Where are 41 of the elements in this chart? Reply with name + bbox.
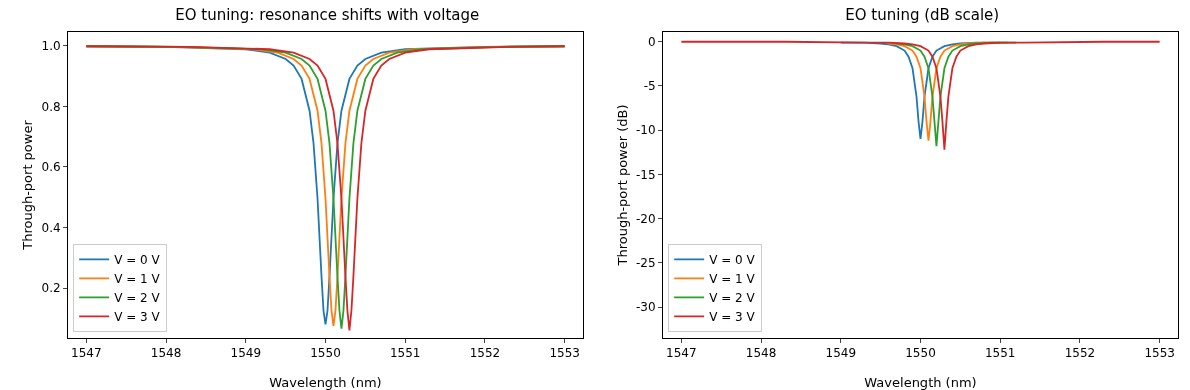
x-tick-label: 1552 xyxy=(1064,346,1096,361)
x-tick-label: 1550 xyxy=(310,346,341,361)
legend-label: V = 0 V xyxy=(114,253,161,268)
x-tick-label: 1551 xyxy=(984,346,1016,361)
y-tick-label: -20 xyxy=(635,211,656,226)
x-tick-label: 1549 xyxy=(825,346,857,361)
y-tick-label: 0.8 xyxy=(41,99,61,114)
y-tick-label: -25 xyxy=(635,256,656,271)
x-tick-label: 1548 xyxy=(150,346,182,361)
legend-label: V = 2 V xyxy=(709,291,756,306)
x-axis-title: Wavelength (nm) xyxy=(864,375,977,390)
y-tick-label: -15 xyxy=(635,167,656,182)
y-tick-label: 0.2 xyxy=(41,281,61,296)
legend-label: V = 3 V xyxy=(114,310,161,325)
y-tick-label: -10 xyxy=(635,123,656,138)
y-tick-label: 0.4 xyxy=(41,220,61,235)
x-tick-label: 1553 xyxy=(1144,346,1175,361)
x-tick-label: 1552 xyxy=(469,346,501,361)
x-tick-label: 1547 xyxy=(666,346,697,361)
x-tick-label: 1550 xyxy=(905,346,936,361)
legend-label: V = 3 V xyxy=(709,310,756,325)
x-tick-label: 1549 xyxy=(230,346,262,361)
legend-label: V = 1 V xyxy=(114,272,161,287)
legend-label: V = 1 V xyxy=(709,272,756,287)
y-tick-label: 1.0 xyxy=(41,39,61,54)
line-series xyxy=(680,40,1161,151)
legend-label: V = 2 V xyxy=(114,291,161,306)
y-tick-label: -5 xyxy=(643,79,656,94)
x-tick-label: 1547 xyxy=(71,346,102,361)
x-tick-label: 1553 xyxy=(549,346,580,361)
x-tick-label: 1548 xyxy=(745,346,777,361)
legend-label: V = 0 V xyxy=(709,253,756,268)
y-tick-label: 0 xyxy=(647,34,656,49)
x-tick-label: 1551 xyxy=(389,346,421,361)
y-tick-label: -30 xyxy=(635,300,656,315)
x-axis-title: Wavelength (nm) xyxy=(269,375,382,390)
chart-title: EO tuning (dB scale) xyxy=(845,6,1000,25)
chart-title: EO tuning: resonance shifts with voltage xyxy=(175,6,480,25)
y-tick-label: 0.6 xyxy=(41,160,61,175)
y-axis-title: Through-port power (dB) xyxy=(615,104,630,267)
y-axis-title: Through-port power xyxy=(20,119,35,251)
